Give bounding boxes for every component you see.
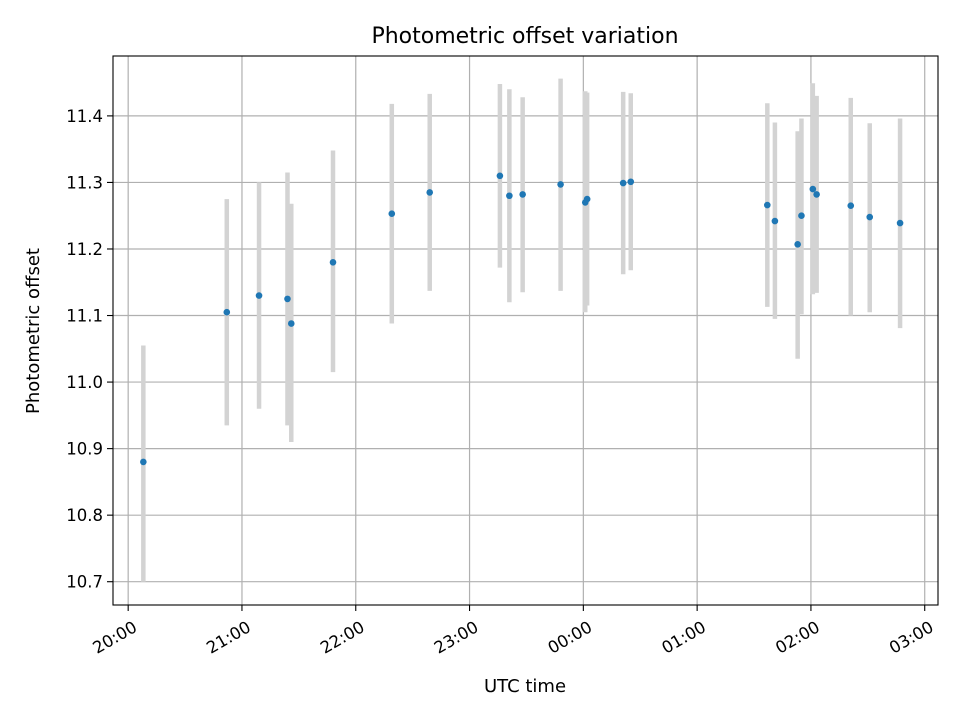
data-point <box>771 217 779 225</box>
x-tick-label: 00:00 <box>545 617 596 657</box>
data-point <box>223 308 231 316</box>
data-point <box>764 201 771 209</box>
y-tick-label: 11.3 <box>66 173 103 192</box>
data-point <box>329 258 337 266</box>
chart-title: Photometric offset variation <box>371 24 678 49</box>
data-point <box>287 320 295 327</box>
data-point <box>813 191 820 198</box>
x-axis: 20:00 21:00 22:00 23:00 00:00 01:00 02:00 03:00 <box>89 605 937 658</box>
data-point <box>140 458 147 466</box>
y-tick-label: 10.7 <box>66 573 103 592</box>
y-tick-label: 10.9 <box>66 440 103 459</box>
y-tick-label: 10.8 <box>66 506 103 525</box>
y-tick-label: 11.4 <box>66 107 103 126</box>
data-point <box>388 210 396 218</box>
data-point <box>519 191 526 198</box>
data-point <box>506 192 513 200</box>
y-axis-label: Photometric offset <box>23 248 44 414</box>
x-tick-label: 02:00 <box>772 617 823 657</box>
y-tick-label: 11.1 <box>66 307 103 326</box>
plot-frame <box>112 55 939 606</box>
data-point <box>798 212 805 220</box>
data-point <box>557 181 564 188</box>
x-tick-label: 03:00 <box>886 617 937 657</box>
data-point <box>896 219 904 227</box>
x-axis-label: UTC time <box>484 676 566 697</box>
data-point <box>284 295 291 303</box>
data-point <box>426 189 434 196</box>
data-point <box>496 172 504 180</box>
data-points <box>140 172 904 466</box>
data-point <box>627 178 635 186</box>
data-point <box>255 292 263 299</box>
y-axis: 10.7 10.8 10.9 11.0 11.1 11.2 11.3 11.4 <box>66 107 113 592</box>
x-tick-label: 21:00 <box>203 617 254 657</box>
data-point <box>794 241 801 248</box>
data-point <box>847 202 855 210</box>
x-tick-label: 23:00 <box>431 617 482 657</box>
data-point <box>866 213 874 221</box>
data-point <box>583 195 591 203</box>
y-tick-label: 11.2 <box>66 240 103 259</box>
x-tick-label: 20:00 <box>89 617 140 657</box>
x-tick-label: 01:00 <box>658 617 709 657</box>
y-tick-label: 11.0 <box>66 373 103 392</box>
data-point <box>619 179 627 187</box>
x-tick-label: 22:00 <box>317 617 368 657</box>
data-point <box>809 185 817 193</box>
error-bars <box>141 78 903 582</box>
